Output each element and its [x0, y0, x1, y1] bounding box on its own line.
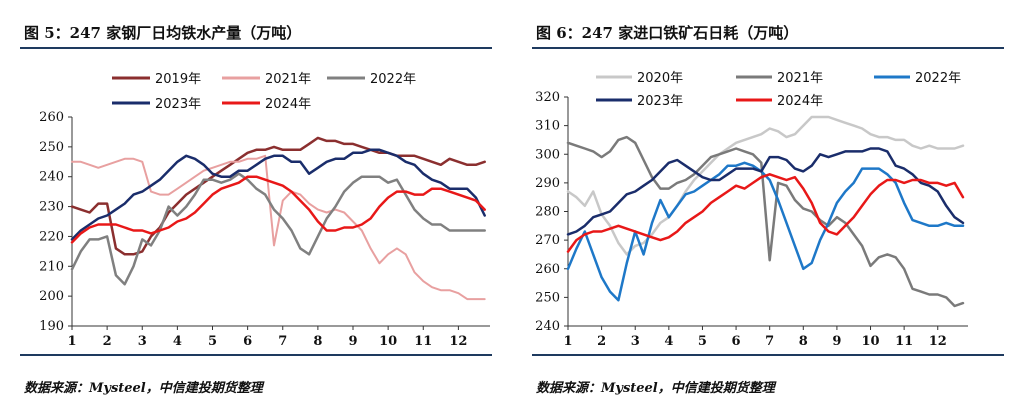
legend-label: 2021年	[265, 72, 311, 87]
x-tick-label: 6	[732, 334, 741, 349]
x-tick-label: 2	[103, 334, 112, 349]
legend-label: 2023年	[155, 97, 201, 112]
x-tick-label: 1	[67, 334, 76, 349]
x-tick-label: 11	[895, 334, 913, 349]
x-tick-label: 3	[631, 334, 640, 349]
series-line-2023年	[566, 147, 965, 236]
y-tick-label: 240	[39, 170, 64, 185]
x-tick-label: 2	[597, 334, 606, 349]
series-line-2021年	[566, 135, 965, 308]
y-tick-label: 250	[39, 140, 64, 155]
y-tick-label: 220	[39, 229, 64, 244]
x-tick-label: 8	[799, 334, 808, 349]
legend-label: 2020年	[637, 71, 683, 86]
legend-label: 2019年	[155, 72, 201, 87]
y-tick-label: 310	[535, 119, 560, 134]
x-tick-label: 9	[348, 334, 357, 349]
legend-label: 2023年	[637, 94, 683, 109]
x-tick-label: 5	[698, 334, 707, 349]
x-tick-label: 5	[208, 334, 217, 349]
series-line-2024年	[70, 175, 486, 244]
x-tick-label: 10	[861, 334, 879, 349]
y-tick-label: 280	[535, 205, 560, 220]
y-tick-label: 230	[39, 200, 64, 215]
y-tick-label: 240	[535, 319, 560, 334]
y-tick-label: 190	[39, 319, 64, 334]
title-divider	[20, 47, 492, 49]
y-tick-label: 260	[39, 110, 64, 125]
x-tick-label: 12	[449, 334, 467, 349]
x-tick-label: 1	[563, 334, 572, 349]
chart-title: 图 6：247 家进口铁矿石日耗（万吨）	[536, 24, 799, 42]
series-line-2022年	[70, 172, 486, 286]
legend-label: 2021年	[777, 71, 823, 86]
source-divider	[20, 354, 492, 356]
chart-panel-ore-consumption: 图 6：247 家进口铁矿石日耗（万吨） 240 250 260 270 280 290 3…	[512, 0, 1012, 415]
data-source-note: 数据来源：Mysteel，中信建投期货整理	[536, 381, 775, 396]
x-tick-label: 4	[664, 334, 673, 349]
title-divider	[532, 47, 1004, 49]
legend-label: 2022年	[370, 72, 416, 87]
legend-label: 2024年	[265, 97, 311, 112]
chart-title: 图 5：247 家钢厂日均铁水产量（万吨）	[24, 24, 302, 42]
y-tick-label: 270	[535, 233, 560, 248]
x-tick-label: 10	[379, 334, 397, 349]
y-tick-label: 300	[535, 147, 560, 162]
x-tick-label: 3	[138, 334, 147, 349]
x-tick-label: 11	[414, 334, 432, 349]
x-tick-label: 12	[929, 334, 947, 349]
x-tick-label: 7	[765, 334, 774, 349]
y-tick-label: 320	[535, 90, 560, 105]
series-line-2019年	[70, 136, 486, 256]
y-tick-label: 200	[39, 289, 64, 304]
y-tick-label: 210	[39, 259, 64, 274]
x-tick-label: 4	[173, 334, 182, 349]
series-line-2021年	[71, 154, 486, 301]
x-tick-label: 8	[313, 334, 322, 349]
series-line-2023年	[70, 148, 486, 241]
x-tick-label: 9	[832, 334, 841, 349]
legend-label: 2024年	[777, 94, 823, 109]
source-divider	[532, 354, 1004, 356]
y-tick-label: 290	[535, 176, 560, 191]
series-line-2020年	[566, 115, 965, 256]
x-tick-label: 6	[243, 334, 252, 349]
x-tick-label: 7	[278, 334, 287, 349]
y-tick-label: 260	[535, 262, 560, 277]
data-source-note: 数据来源：Mysteel，中信建投期货整理	[24, 381, 263, 396]
series-line-2024年	[566, 173, 965, 253]
legend-label: 2022年	[915, 71, 961, 86]
chart-panel-iron-output: 图 5：247 家钢厂日均铁水产量（万吨） 190 200 210 220 230 240…	[0, 0, 500, 415]
y-tick-label: 250	[535, 290, 560, 305]
